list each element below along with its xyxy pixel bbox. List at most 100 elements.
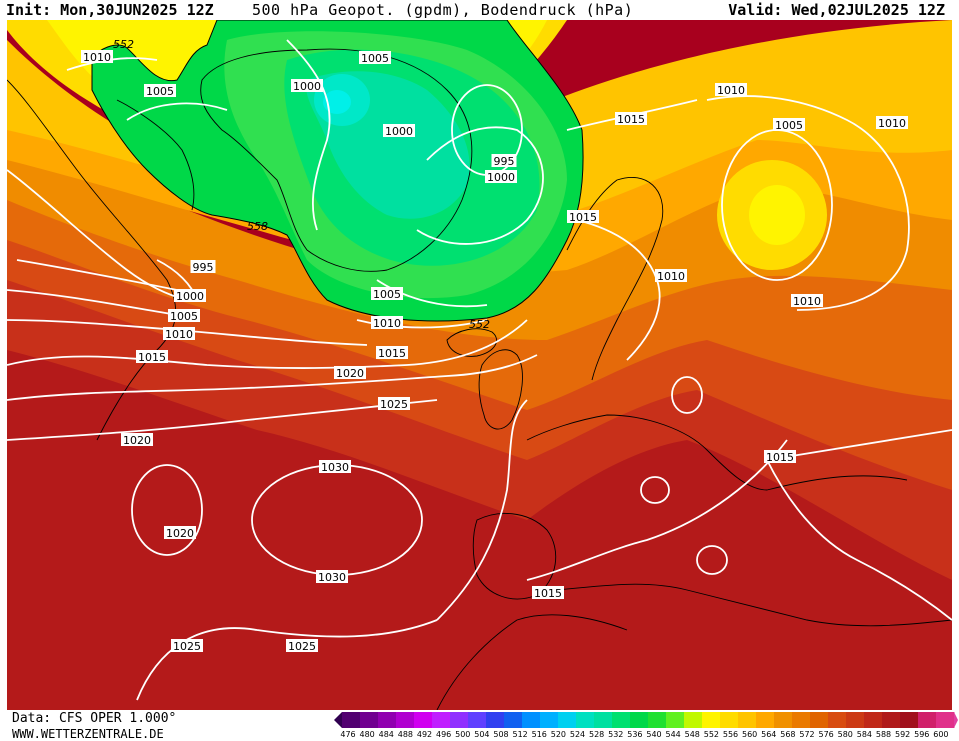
legend-value-label: 564 bbox=[761, 730, 777, 739]
isobar-label-box bbox=[764, 450, 796, 463]
trough-core-524 bbox=[323, 90, 351, 114]
legend-color-cell bbox=[450, 712, 469, 728]
isobar-label-box bbox=[291, 79, 323, 92]
legend-color-cell bbox=[864, 712, 883, 728]
isobar-label: 1025 bbox=[288, 640, 316, 653]
legend-color-cell bbox=[432, 712, 451, 728]
isobar-label-box bbox=[715, 83, 747, 96]
legend-value-label: 560 bbox=[741, 730, 758, 739]
height-label: 558 bbox=[247, 220, 268, 233]
isobar-label: 1000 bbox=[487, 171, 515, 184]
valid-time-label: Valid: Wed,02JUL2025 12Z bbox=[728, 1, 945, 19]
legend-value-label: 596 bbox=[914, 730, 930, 739]
isobar-label-box bbox=[378, 397, 410, 410]
isobar-label: 995 bbox=[193, 261, 214, 274]
legend-value-label: 548 bbox=[684, 730, 700, 739]
isobar-label: 1020 bbox=[123, 434, 151, 447]
legend-value-label: 536 bbox=[627, 730, 643, 739]
isobar-label: 1005 bbox=[146, 85, 174, 98]
greenland-coast bbox=[200, 48, 473, 272]
isobar-label: 1030 bbox=[318, 571, 346, 584]
legend-color-cell bbox=[342, 712, 361, 728]
isobar-label-box bbox=[81, 50, 113, 63]
isobar-labels: 1010 1005 1000 1005 1000 995 1000 995 1000 1005 10… bbox=[81, 50, 908, 653]
legend-value-label: 524 bbox=[569, 730, 586, 739]
isobar-label: 1020 bbox=[166, 527, 194, 540]
isobar-label-box bbox=[136, 350, 168, 363]
isobar-label: 1005 bbox=[170, 310, 198, 323]
legend-color-cell bbox=[900, 712, 919, 728]
isobar-label-box bbox=[163, 327, 195, 340]
height-label: 552 bbox=[469, 318, 490, 331]
isobar-label-box bbox=[171, 639, 203, 652]
isobar-label: 1010 bbox=[717, 84, 745, 97]
legend-value-label: 572 bbox=[799, 730, 815, 739]
ridge-east-inner bbox=[749, 185, 805, 245]
band-564 bbox=[7, 20, 952, 221]
legend-value-label: 544 bbox=[665, 730, 681, 739]
legend-color-cell bbox=[360, 712, 379, 728]
isobar-label-box bbox=[567, 210, 599, 223]
isobar-label: 1000 bbox=[293, 80, 321, 93]
legend-value-label: 496 bbox=[435, 730, 452, 739]
legend-color-cell bbox=[540, 712, 559, 728]
legend-value-label: 532 bbox=[608, 730, 624, 739]
isobar-label: 1010 bbox=[657, 270, 685, 283]
isobar-label: 1015 bbox=[138, 351, 166, 364]
legend-color-cell bbox=[486, 712, 505, 728]
legend-color-cell bbox=[774, 712, 793, 728]
legend-value-label: 508 bbox=[493, 730, 509, 739]
legend-value-label: 592 bbox=[894, 730, 911, 739]
isobar-label-box bbox=[376, 346, 408, 359]
africa-coast bbox=[436, 614, 628, 710]
map-title: 500 hPa Geopot. (gpdm), Bodendruck (hPa) bbox=[252, 1, 634, 19]
header-bar: Init: Mon,30JUN2025 12Z 500 hPa Geopot. … bbox=[0, 0, 959, 20]
legend-color-cell bbox=[756, 712, 775, 728]
footer-bar: Data: CFS OPER 1.000° WWW.WETTERZENTRALE… bbox=[0, 710, 959, 741]
height-label: 552 bbox=[113, 38, 134, 51]
init-time-label: Init: Mon,30JUN2025 12Z bbox=[6, 1, 214, 19]
weather-map[interactable]: 1010 1005 1000 1005 1000 995 1000 995 1000 1005 10… bbox=[7, 20, 952, 710]
isobar-label: 1020 bbox=[336, 367, 364, 380]
legend-color-cell bbox=[738, 712, 757, 728]
legend-color-cell bbox=[792, 712, 811, 728]
legend-color-cell bbox=[594, 712, 613, 728]
isobar-label-box bbox=[532, 586, 564, 599]
canada-coast bbox=[7, 79, 177, 441]
legend-color-cell bbox=[576, 712, 595, 728]
legend-value-label: 600 bbox=[933, 730, 949, 739]
isobar-label-box bbox=[316, 570, 348, 583]
legend-value-label: 584 bbox=[856, 730, 873, 739]
isobar-label: 1030 bbox=[321, 461, 349, 474]
legend-color-cell bbox=[468, 712, 487, 728]
legend-value-label: 488 bbox=[397, 730, 414, 739]
isobar-label-box bbox=[383, 124, 415, 137]
legend-value-label: 580 bbox=[837, 730, 853, 739]
legend-value-label: 552 bbox=[703, 730, 720, 739]
legend-value-label: 576 bbox=[818, 730, 834, 739]
legend-value-label: 492 bbox=[416, 730, 433, 739]
color-scale-legend bbox=[334, 712, 958, 728]
isobar-label-box bbox=[773, 118, 805, 131]
legend-value-label: 504 bbox=[474, 730, 490, 739]
isobar-label-box bbox=[371, 287, 403, 300]
legend-value-label: 512 bbox=[512, 730, 528, 739]
isobar-label-box bbox=[791, 294, 823, 307]
mediterranean-coast bbox=[556, 583, 952, 627]
isobar-label: 1010 bbox=[373, 317, 401, 330]
isobar-label-box bbox=[485, 170, 517, 183]
europe-coast bbox=[526, 414, 908, 491]
height-labels: 552 552 558 bbox=[113, 38, 490, 331]
isobar-label: 1015 bbox=[569, 211, 597, 224]
legend-color-cell bbox=[720, 712, 739, 728]
legend-color-cell bbox=[504, 712, 523, 728]
isobar-label: 995 bbox=[494, 155, 515, 168]
isobar-label: 1005 bbox=[373, 288, 401, 301]
legend-color-cell bbox=[810, 712, 829, 728]
legend-value-label: 540 bbox=[646, 730, 662, 739]
legend-color-cell bbox=[414, 712, 433, 728]
isobar-label-box bbox=[876, 116, 908, 129]
isobar-label: 1025 bbox=[380, 398, 408, 411]
isobar-label-box bbox=[319, 460, 351, 473]
legend-color-cell bbox=[666, 712, 685, 728]
